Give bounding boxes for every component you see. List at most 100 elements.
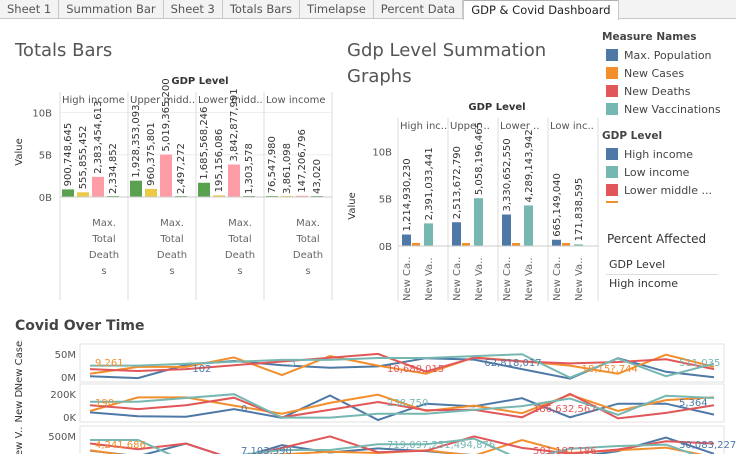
legend-item[interactable]: New Deaths (602, 82, 736, 100)
summation-bar-small (512, 243, 520, 246)
tab-summation-bar[interactable]: Summation Bar (59, 0, 164, 19)
totals-column-header: High income (62, 95, 125, 106)
covid-annotation: 190 (95, 398, 114, 409)
legend-item[interactable]: New Vaccinations (602, 100, 736, 118)
legend-swatch (606, 67, 618, 79)
legend-item[interactable]: Max. Population (602, 46, 736, 64)
summation-ytick: 0B (379, 242, 392, 253)
tab-timelapse[interactable]: Timelapse (300, 0, 374, 19)
totals-column-header: Lower midd.. (198, 95, 263, 106)
summation-x-label: New Ca.. (402, 257, 413, 301)
legend-label: Max. Population (624, 48, 712, 62)
gdp-legend-item[interactable]: Lower middle ... (602, 181, 736, 199)
totals-column-header: Upper midd.. (130, 95, 195, 106)
totals-bar-label: 5,019,365,200 (161, 78, 172, 151)
measure-names-header: Measure Names (602, 31, 697, 43)
tab-gdp-covid-dashboard[interactable]: GDP & Covid Dashboard (463, 0, 619, 20)
summation-bar (552, 239, 561, 246)
covid-annotation: 62,818,017 (484, 358, 541, 369)
summation-column-header: Upper .. (450, 121, 490, 132)
covid-ytick: 200K (50, 390, 76, 401)
totals-bar-label: 555,855,452 (78, 126, 89, 190)
totals-bar (130, 180, 142, 197)
totals-bar-label: 1,685,568,246 (199, 107, 210, 180)
summation-bar (474, 198, 483, 246)
totals-bar-label: 960,375,801 (146, 122, 157, 186)
legend-item[interactable]: New Cases (602, 64, 736, 82)
legend-swatch (606, 103, 618, 115)
totals-bar (145, 188, 157, 197)
covid-title: Covid Over Time (15, 318, 145, 334)
totals-x-label: Death (293, 250, 323, 261)
covid-annotation: 30,083,227 (679, 440, 736, 451)
covid-series-line (89, 393, 715, 415)
totals-bar-label: 2,383,454,613 (93, 101, 104, 174)
summation-bar-label: 171,838,595 (574, 178, 585, 242)
tab-sheet-3[interactable]: Sheet 3 (164, 0, 223, 19)
covid-annotation: 186,632,567 (533, 404, 597, 415)
sheet-tab-bar: Sheet 1 Summation Bar Sheet 3 Totals Bars Ti… (0, 0, 736, 20)
covid-over-time-chart: New Cases 50M 0M 9,261 102 5 10,680,015 62,818,… (14, 340, 736, 454)
covid-ytick: 50M (55, 350, 76, 361)
legend-swatch (606, 148, 618, 160)
covid-annotation: 4,241,686 (95, 440, 146, 451)
summation-bar (452, 222, 461, 246)
totals-x-label: s (101, 266, 106, 277)
totals-bar (160, 154, 172, 197)
gdp-legend-item[interactable]: High income (602, 145, 736, 163)
tab-sheet-1[interactable]: Sheet 1 (0, 0, 60, 19)
summation-bar-small (562, 243, 570, 246)
covid-ytick: 0M (61, 373, 76, 384)
covid-annotation: 18,15?,744 (582, 364, 638, 375)
percent-affected-title: Percent Affected (607, 232, 707, 246)
summation-ytick: 5B (379, 195, 392, 206)
totals-x-label: Death (225, 250, 255, 261)
gdp-legend-header: GDP Level (602, 130, 663, 142)
totals-bar (213, 195, 225, 197)
summation-ytick: 10B (372, 147, 392, 158)
totals-x-label: s (237, 266, 242, 277)
covid-row-label: New V.. (14, 427, 25, 454)
totals-bar-label: 1,928,353,093 (131, 105, 142, 178)
legend-swatch (606, 49, 618, 61)
totals-bar (77, 192, 89, 197)
summation-bar (524, 205, 533, 246)
totals-header: GDP Level (171, 76, 228, 87)
summation-bar-label: 665,149,040 (552, 173, 563, 237)
totals-x-label: Max. (228, 218, 252, 229)
totals-bar (62, 189, 74, 197)
covid-annotation: 9,261 (95, 358, 124, 369)
totals-ylabel: Value (14, 138, 25, 165)
summation-bar-label: 5,058,196,465 (474, 122, 485, 195)
covid-annotation: 7,103,590 (241, 446, 292, 454)
totals-bar (296, 195, 308, 197)
summation-x-label: New Ca.. (452, 257, 463, 301)
summation-x-label: New Va.. (474, 257, 485, 301)
totals-x-label: Max. (296, 218, 320, 229)
gdp-legend-item[interactable]: Low income (602, 163, 736, 181)
covid-ytick: 500M (48, 432, 76, 443)
covid-row-frame (79, 343, 725, 383)
totals-bar (198, 182, 210, 197)
totals-ytick: 5B (39, 151, 52, 162)
summation-x-label: New Va.. (424, 257, 435, 301)
legend-swatch (606, 166, 618, 178)
legend-label: High income (624, 147, 694, 161)
covid-row-label: New Cases (14, 340, 25, 390)
tab-totals-bars[interactable]: Totals Bars (223, 0, 301, 19)
summation-bar (424, 223, 433, 246)
covid-series-line (89, 353, 715, 377)
totals-bar-label: 2,497,272 (176, 143, 187, 194)
covid-series-line (89, 435, 715, 454)
summation-column-header: High inc.. (400, 121, 447, 132)
summation-x-label: New Ca.. (502, 257, 513, 301)
legend-label: Low income (624, 165, 690, 179)
summation-bar-label: 2,513,672,790 (452, 146, 463, 219)
tab-percent-data[interactable]: Percent Data (374, 0, 464, 19)
summation-x-label: New Va.. (574, 257, 585, 301)
summation-column-header: Low inc.. (550, 121, 594, 132)
covid-annotation: 511,035 (679, 358, 720, 369)
gdp-filter-value[interactable]: High income (609, 277, 679, 290)
covid-annotation: 501,197,186 (533, 446, 597, 454)
covid-row-frame (79, 425, 725, 454)
